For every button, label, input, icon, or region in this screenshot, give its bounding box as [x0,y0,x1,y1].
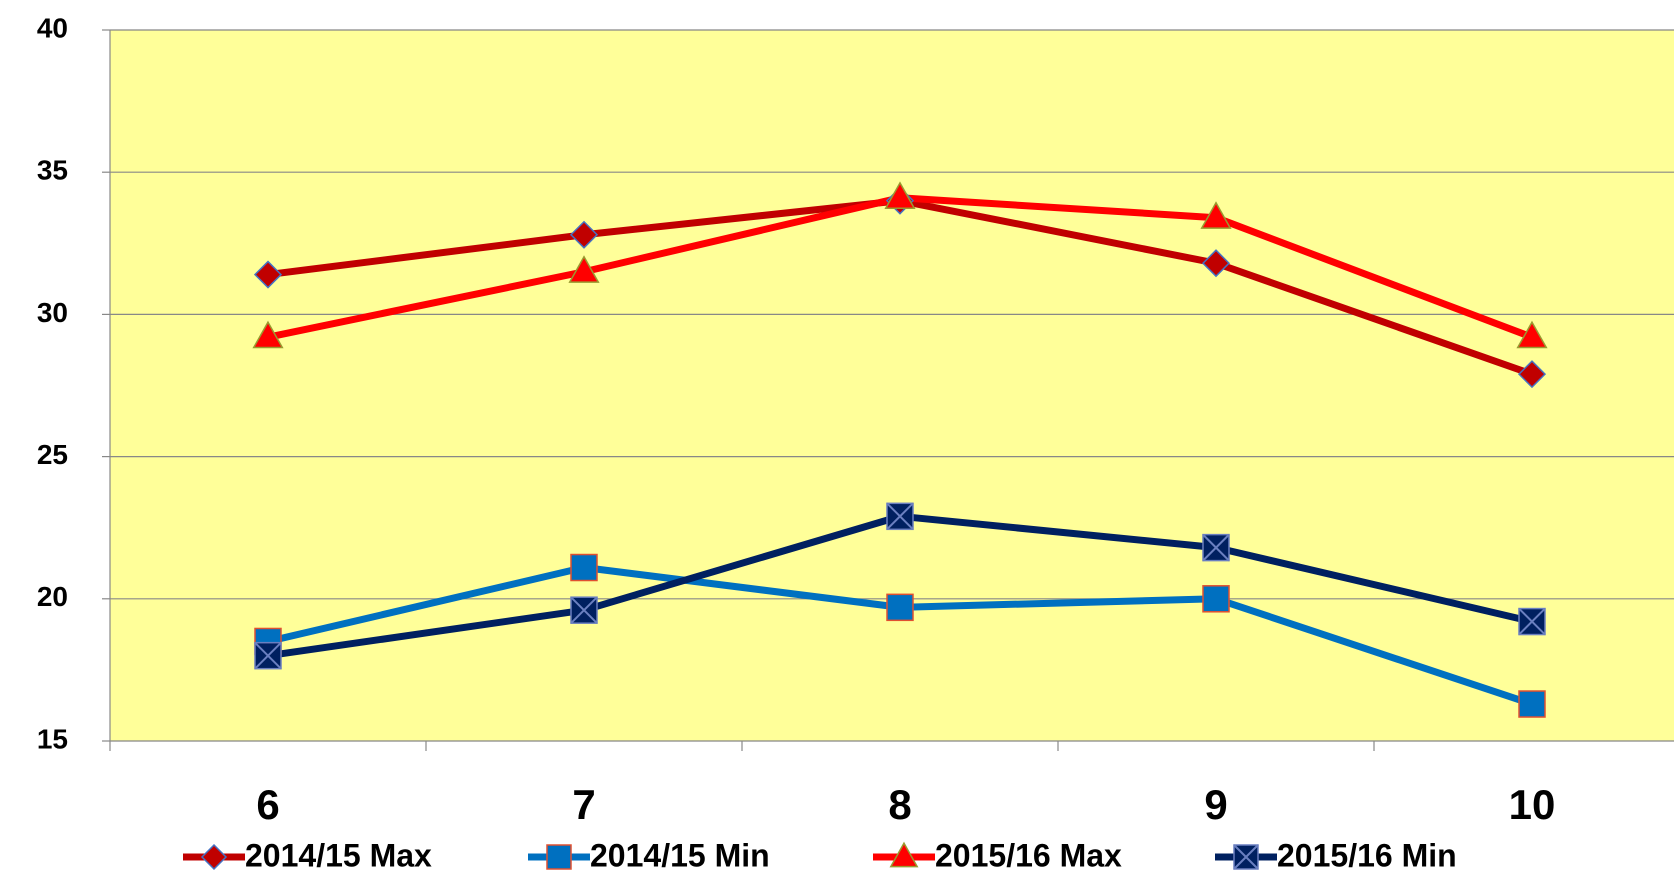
marker-shape [570,553,598,582]
y-tick-label: 30 [37,297,68,328]
x-tick-label: 7 [572,781,595,828]
marker [1518,607,1546,636]
marker [886,502,914,531]
marker-shape [253,260,283,289]
marker-shape [200,843,228,871]
marker [254,641,282,670]
marker [1517,360,1547,389]
legend-label: 2015/16 Max [935,837,1122,873]
x-tick-label: 10 [1509,781,1556,828]
marker-shape [1516,320,1548,349]
marker [1202,585,1230,613]
marker-cross [886,502,914,531]
y-tick-label: 35 [37,155,68,186]
marker [1201,249,1231,278]
marker [569,220,599,249]
marker [1516,320,1548,349]
marker [886,593,914,622]
marker-cross [1233,844,1259,870]
marker-shape [1518,690,1546,718]
marker [889,841,919,868]
y-tick-label: 20 [37,581,68,612]
marker [252,320,284,349]
y-tick-label: 40 [37,12,68,43]
marker-shape [889,841,919,868]
legend-label: 2014/15 Max [245,837,432,873]
marker-shape [884,181,916,209]
x-tick-label: 6 [256,781,279,828]
marker-cross [570,596,598,624]
marker-shape [569,220,599,249]
marker [568,255,600,283]
marker [884,181,916,209]
marker [546,844,572,870]
marker-shape [546,844,572,870]
legend-label: 2015/16 Min [1277,837,1457,873]
marker-cross [254,641,282,670]
marker [253,260,283,289]
x-tick-label: 9 [1204,781,1227,828]
marker-cross [1202,533,1230,562]
marker-shape [568,255,600,283]
marker-shape [1202,585,1230,613]
marker-shape [886,593,914,622]
marker-shape [1201,249,1231,278]
marker [1518,690,1546,718]
marker [1202,533,1230,562]
marker-shape [1517,360,1547,389]
y-tick-label: 15 [37,723,68,754]
marker [570,596,598,624]
plot-area [110,30,1674,741]
marker [1200,201,1232,229]
marker [570,553,598,582]
x-tick-label: 8 [888,781,911,828]
y-tick-label: 25 [37,439,68,470]
legend-label: 2014/15 Min [590,837,770,873]
marker [200,843,228,871]
marker [1233,844,1259,870]
marker-shape [252,320,284,349]
marker-cross [1518,607,1546,636]
marker-shape [1200,201,1232,229]
